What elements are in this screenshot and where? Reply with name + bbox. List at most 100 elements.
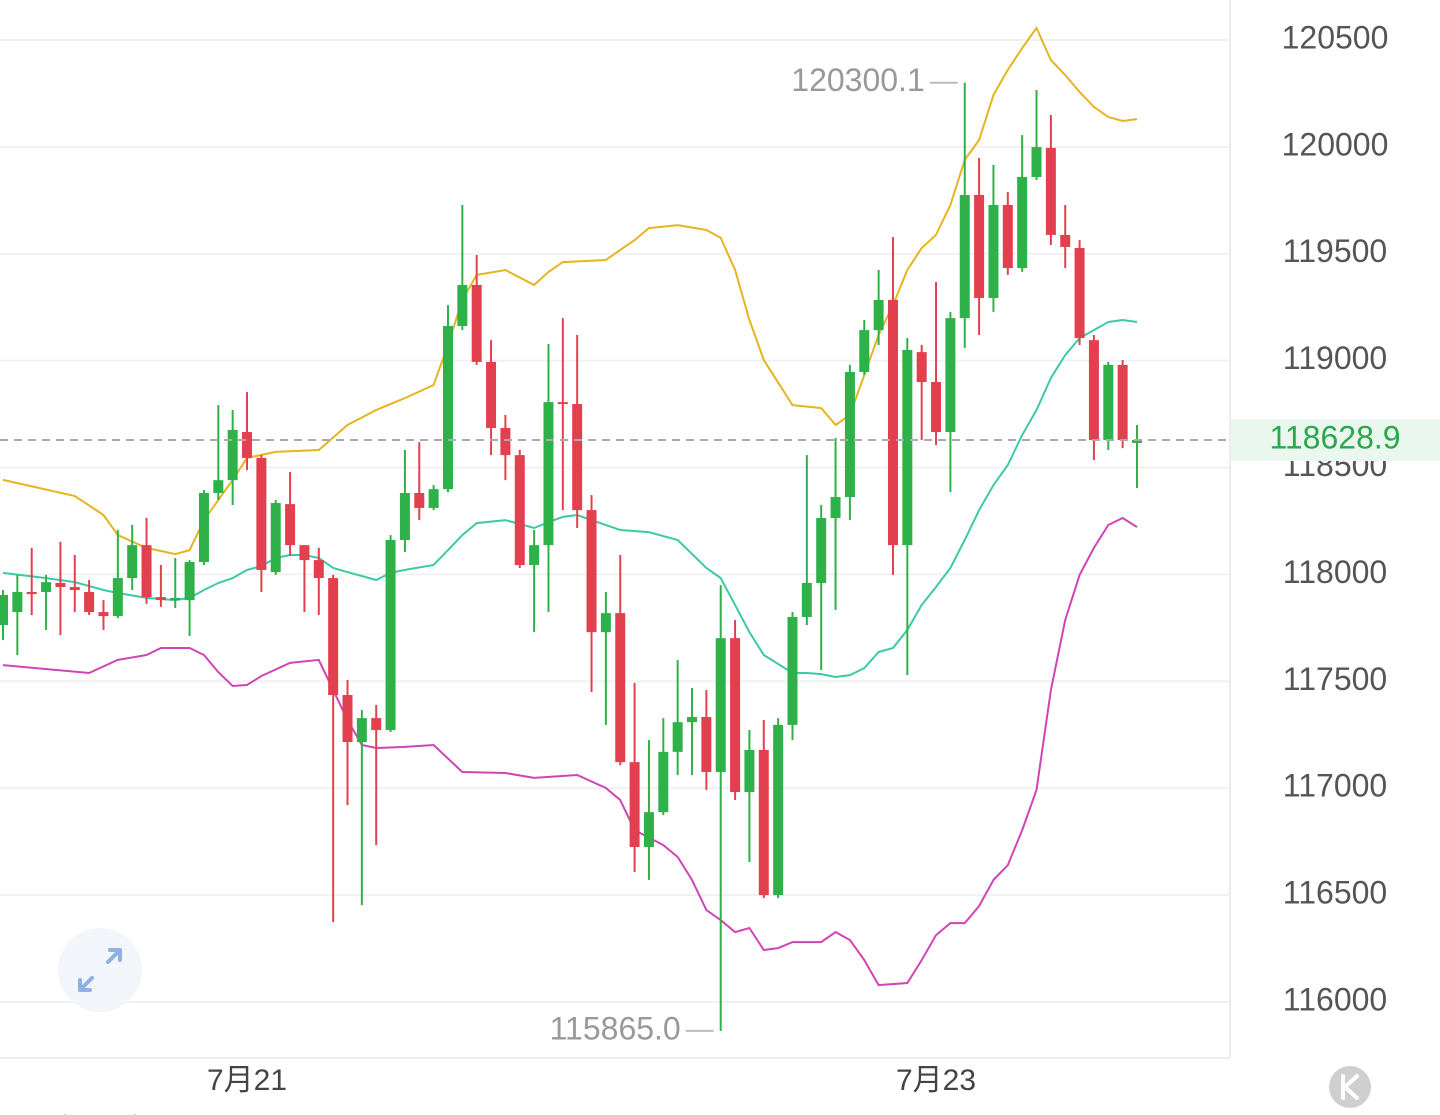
- candle-body: [730, 638, 741, 793]
- last-price-label: 118628.9: [1269, 419, 1400, 455]
- candle-body: [586, 510, 597, 633]
- candle-body: [227, 429, 238, 481]
- candle-body: [69, 587, 80, 591]
- candle-body: [486, 361, 497, 428]
- candle-body: [773, 724, 784, 896]
- candle-body: [615, 613, 626, 763]
- y-tick-label: 116000: [1283, 981, 1387, 1017]
- y-tick-label: 117500: [1283, 661, 1387, 697]
- y-tick-label: 119500: [1283, 233, 1387, 269]
- candle-body: [672, 722, 683, 752]
- candle-body: [428, 489, 439, 508]
- x-tick-label: 7月21: [207, 1064, 287, 1097]
- indicator-text: KDJ(9,3,3): [0, 1110, 143, 1115]
- y-tick-label: 120500: [1282, 19, 1389, 55]
- candle-body: [170, 597, 181, 601]
- candles: [0, 82, 1142, 1031]
- band-line: [2, 516, 1138, 987]
- y-tick-label: 120000: [1282, 126, 1389, 162]
- indicator-text: K:13.4: [167, 1110, 254, 1115]
- band-line: [2, 318, 1138, 679]
- candle-body: [285, 504, 296, 546]
- last-price-box: [1231, 418, 1440, 461]
- candle-body: [371, 718, 382, 731]
- candle-body: [1002, 205, 1013, 269]
- candle-body: [557, 402, 568, 405]
- candle-body: [988, 205, 999, 299]
- candle-body: [141, 545, 152, 598]
- candle-body: [1132, 439, 1142, 443]
- candle-body: [12, 591, 23, 613]
- candle-body: [127, 545, 138, 579]
- candle-body: [816, 517, 827, 583]
- candle-body: [1060, 234, 1071, 247]
- indicator-text: D:23.5: [278, 1110, 366, 1115]
- candle-body: [313, 560, 324, 579]
- annotation-label: 120300.1: [791, 62, 924, 98]
- candle-body: [658, 751, 669, 813]
- candle-body: [744, 749, 755, 793]
- candle-body: [959, 194, 970, 319]
- candle-body: [342, 695, 353, 743]
- candle-body: [643, 812, 654, 847]
- candle-body: [1103, 364, 1114, 440]
- candle-body: [1031, 147, 1042, 178]
- candle-body: [529, 545, 540, 566]
- candle-body: [543, 402, 554, 546]
- overlay: 1160001165001170001175001180001185001190…: [0, 19, 1440, 1115]
- candle-body: [701, 717, 712, 772]
- bands: [2, 25, 1138, 987]
- candle-body: [887, 299, 898, 546]
- candle-body: [356, 718, 367, 743]
- candle-body: [0, 594, 8, 626]
- candle-body: [457, 284, 468, 327]
- candle-body: [41, 582, 52, 592]
- candle-body: [184, 562, 195, 601]
- candle-body: [600, 613, 611, 633]
- candle-body: [859, 330, 870, 372]
- indicator-text: J:-6.8: [391, 1110, 466, 1115]
- candle-body: [916, 352, 927, 383]
- candle-body: [1074, 247, 1085, 338]
- grid: [0, 38, 1230, 1003]
- candle-body: [442, 326, 453, 490]
- k-line-button[interactable]: [1329, 1066, 1371, 1108]
- candle-body: [974, 194, 985, 299]
- candle-body: [572, 404, 583, 511]
- candle-body: [1017, 177, 1028, 269]
- candle-body: [385, 540, 396, 731]
- candle-body: [629, 762, 640, 847]
- candle-body: [873, 299, 884, 331]
- y-tick-label: 117000: [1283, 768, 1387, 804]
- y-tick-label: 118000: [1283, 554, 1387, 590]
- candle-body: [801, 582, 812, 617]
- candle-body: [1045, 147, 1056, 235]
- candle-body: [500, 427, 511, 456]
- candle-body: [213, 480, 224, 493]
- y-tick-label: 116500: [1283, 875, 1387, 911]
- candle-body: [945, 318, 956, 433]
- candle-body: [112, 578, 123, 617]
- candle-body: [328, 578, 339, 696]
- candle-body: [844, 371, 855, 498]
- candle-body: [84, 591, 95, 613]
- candle-body: [155, 597, 166, 601]
- expand-button[interactable]: [58, 928, 142, 1012]
- candle-body: [687, 717, 698, 723]
- candle-body: [1117, 364, 1128, 440]
- candle-body: [471, 284, 482, 362]
- annotation-label: 115865.0: [550, 1010, 681, 1046]
- candle-body: [830, 497, 841, 518]
- band-line: [2, 25, 1138, 556]
- candle-body: [1088, 340, 1099, 440]
- candle-body: [299, 545, 310, 561]
- candle-body: [256, 457, 267, 570]
- x-tick-label: 7月23: [896, 1064, 976, 1097]
- candle-body: [931, 382, 942, 433]
- candle-body: [198, 492, 209, 563]
- candle-body: [902, 349, 913, 546]
- candle-body: [514, 455, 525, 566]
- candle-body: [787, 616, 798, 725]
- candle-body: [26, 591, 37, 595]
